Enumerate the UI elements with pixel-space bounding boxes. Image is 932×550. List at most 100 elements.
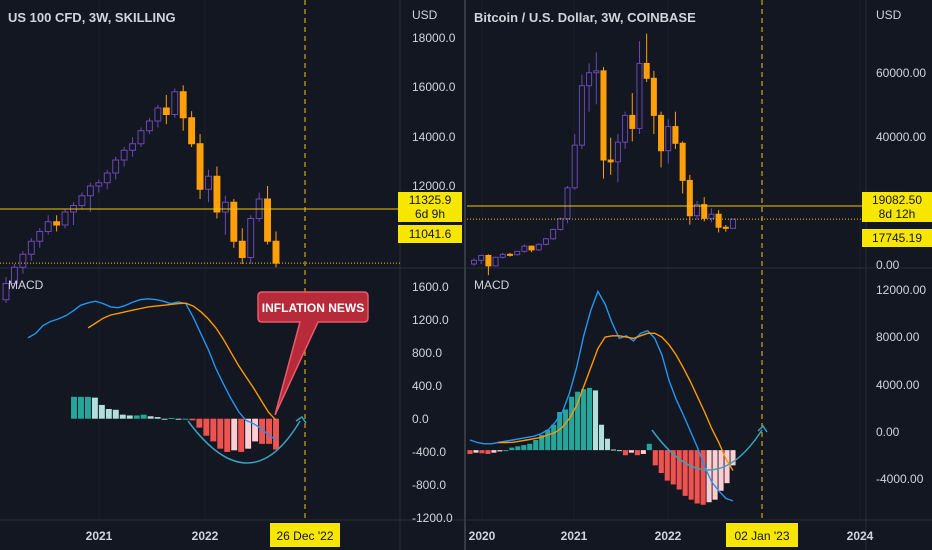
- macd-histogram-bar: [210, 418, 217, 442]
- macd-histogram-bar: [682, 450, 688, 496]
- macd-histogram-bar: [658, 450, 664, 473]
- right-price-axis[interactable]: 60000.00 40000.00 0.00: [876, 66, 926, 272]
- candle-body: [137, 130, 145, 145]
- macd-histogram-bar: [224, 418, 231, 452]
- macd-tick-label: 1200.0: [412, 313, 449, 327]
- left-chart-title: US 100 CFD, 3W, SKILLING: [8, 10, 176, 25]
- left-chart[interactable]: US 100 CFD, 3W, SKILLING USD 18000.0 1600…: [0, 8, 462, 547]
- candle-body: [2, 283, 10, 301]
- macd-histogram-bar: [154, 417, 161, 419]
- macd-histogram-bar: [694, 450, 700, 504]
- macd-histogram-bar: [491, 450, 497, 453]
- macd-histogram-bar: [634, 450, 640, 456]
- inflation-news-callout[interactable]: INFLATION NEWS: [257, 291, 369, 416]
- callout-text: INFLATION NEWS: [262, 301, 364, 315]
- candle-body: [61, 211, 69, 226]
- candle-body: [694, 204, 701, 217]
- candle-body: [129, 143, 137, 151]
- macd-histogram-bar: [252, 418, 259, 442]
- trend-curve-arrow: [295, 415, 307, 424]
- candle-body: [506, 253, 513, 256]
- left-time-axis[interactable]: 2021 2022: [86, 529, 219, 543]
- time-tick-label: 2020: [469, 529, 496, 543]
- time-tick-label: 2022: [655, 529, 682, 543]
- trend-curve: [187, 420, 301, 464]
- macd-histogram-bar: [581, 389, 587, 451]
- time-tick-label: 2024: [847, 529, 874, 543]
- candle-body: [53, 221, 61, 226]
- candle-body: [564, 187, 571, 220]
- candle-body: [205, 175, 212, 190]
- candle-body: [715, 213, 722, 228]
- right-time-axis[interactable]: 2020 2021 2022 2024: [469, 529, 874, 543]
- candle-body: [120, 149, 128, 161]
- macd-histogram-bar: [133, 415, 140, 419]
- candle-body: [196, 143, 204, 190]
- macd-histogram-bar: [266, 418, 272, 444]
- candle-body: [629, 114, 636, 129]
- left-cursor-date-badge: [270, 523, 340, 547]
- candle-body: [112, 159, 120, 174]
- macd-histogram-bar: [231, 418, 238, 451]
- candle-body: [36, 231, 44, 242]
- price-tick-label: 16000.0: [412, 80, 456, 94]
- candle-body: [636, 62, 643, 129]
- right-macd-axis[interactable]: 12000.00 8000.00 4000.00 0.00 -4000.00: [876, 283, 926, 486]
- macd-line: [469, 289, 734, 502]
- right-macd-pane: [467, 289, 768, 505]
- macd-histogram-bar: [479, 450, 485, 454]
- candle-body: [708, 213, 715, 219]
- macd-histogram-bar: [676, 450, 682, 490]
- macd-histogram-bar: [509, 447, 515, 451]
- macd-histogram-bar: [712, 450, 718, 500]
- macd-histogram-bar: [497, 450, 503, 452]
- time-tick-label: 2021: [86, 529, 113, 543]
- left-price-axis[interactable]: 18000.0 16000.0 14000.0 12000.0: [412, 31, 456, 193]
- right-chart[interactable]: Bitcoin / U.S. Dollar, 3W, COINBASE USD …: [467, 8, 932, 547]
- macd-histogram-bar: [688, 450, 694, 500]
- macd-histogram-bar: [71, 396, 77, 419]
- candle-body: [528, 245, 535, 251]
- macd-histogram-bar: [622, 450, 628, 456]
- macd-histogram-bar: [598, 424, 605, 451]
- trend-curve-arrow: [757, 424, 768, 433]
- price-tick-label: 40000.00: [876, 130, 926, 144]
- left-macd-axis[interactable]: 1600.0 1200.0 800.0 400.0 0.0 -400.0 -800.0 -12…: [412, 280, 453, 525]
- macd-histogram-bar: [533, 439, 539, 451]
- right-chart-title: Bitcoin / U.S. Dollar, 3W, COINBASE: [474, 10, 696, 25]
- macd-histogram-bar: [545, 429, 551, 451]
- candle-body: [247, 218, 255, 258]
- candle-body: [145, 120, 153, 132]
- macd-histogram-bar: [724, 450, 730, 484]
- candle-body: [650, 77, 657, 116]
- candle-body: [499, 253, 506, 258]
- macd-histogram-bar: [161, 418, 168, 420]
- candle-body: [578, 85, 585, 146]
- candle-body: [221, 201, 229, 213]
- right-candles: [467, 33, 866, 276]
- candle-body: [586, 72, 593, 87]
- right-price-badge: [862, 192, 932, 222]
- candle-body: [593, 70, 600, 74]
- macd-histogram-bar: [539, 434, 545, 451]
- macd-histogram-bar: [168, 417, 175, 419]
- macd-histogram-bar: [273, 418, 279, 450]
- candle-body: [10, 266, 18, 284]
- candle-body: [86, 185, 94, 197]
- candle-body: [470, 259, 478, 265]
- price-tick-label: 60000.00: [876, 66, 926, 80]
- candle-body: [230, 201, 238, 242]
- candle-body: [535, 243, 542, 251]
- macd-tick-label: 0.0: [412, 412, 429, 426]
- macd-tick-label: 800.0: [412, 346, 442, 360]
- candle-body: [95, 182, 103, 187]
- macd-histogram-bar: [140, 414, 147, 419]
- left-level-badge-value: 11041.6: [409, 227, 452, 241]
- price-tick-label: 18000.0: [412, 31, 456, 45]
- price-tick-label: 14000.0: [412, 130, 456, 144]
- candle-body: [665, 126, 672, 152]
- candle-body: [264, 198, 272, 242]
- right-level-badge-value: 17745.19: [872, 231, 922, 245]
- candle-body: [514, 250, 521, 256]
